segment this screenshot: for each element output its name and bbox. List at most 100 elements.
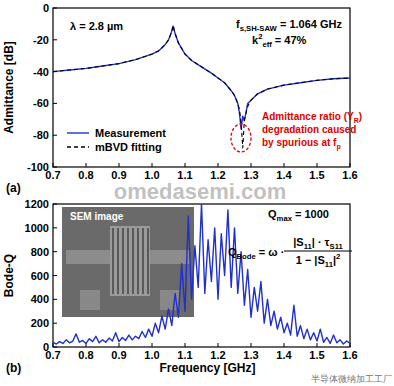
text-part: = ω · (256, 246, 285, 258)
x-tick-label: 0.9 (111, 169, 126, 181)
text-part: 0 (43, 341, 49, 353)
text-part: 1.3 (243, 349, 258, 361)
text-part: 400 (31, 293, 49, 305)
x-tick-label: 1.2 (210, 349, 225, 361)
x-tick (218, 163, 219, 167)
text-part: 0.9 (111, 169, 126, 181)
y-tick-label: 0 (43, 341, 49, 353)
x-tick (86, 163, 87, 167)
x-tick (284, 343, 285, 347)
text-part: 半导体微纳加工工厂 (311, 374, 392, 384)
x-tick-label: 1.6 (342, 169, 357, 181)
annotation: Qmax = 1000 (268, 208, 329, 223)
plot-frame (53, 204, 350, 347)
y-tick (53, 204, 57, 205)
x-tick-label: 1.1 (177, 169, 192, 181)
y-tick (53, 167, 57, 168)
text-part: Bode-Q (2, 254, 16, 297)
text-part: 0.8 (78, 349, 93, 361)
text-part: 1.4 (276, 349, 292, 361)
text-part: = 47% (272, 34, 307, 46)
text-part: λ = 2.8 µm (70, 20, 123, 32)
text-part: ) (359, 111, 362, 122)
y-tick-label: -100 (27, 161, 49, 173)
text-part: (a) (6, 181, 21, 195)
x-tick-label: 1.5 (309, 349, 324, 361)
annotation: λ = 2.8 µm (70, 20, 123, 32)
text-part: 1.0 (144, 169, 159, 181)
x-tick-label: 1.0 (144, 349, 159, 361)
plot-frame (53, 8, 350, 167)
x-tick (317, 343, 318, 347)
y-tick (53, 8, 57, 9)
text-part: S11 (330, 242, 344, 251)
text-part: 1.2 (210, 349, 225, 361)
text-part: |S (293, 236, 303, 248)
text-part: 1000 (25, 222, 49, 234)
y-tick-label: 200 (31, 317, 49, 329)
figure: omedasemi.com半导体微纳加工工厂0.70.80.91.01.11.2… (0, 0, 394, 386)
text-part: -40 (33, 66, 49, 78)
x-tick-label: 1.1 (177, 349, 192, 361)
text-part: 1.3 (243, 169, 258, 181)
panel-label: (b) (6, 361, 21, 375)
x-tick (119, 163, 120, 167)
y-tick-label: 400 (31, 293, 49, 305)
text-part: 0.8 (78, 169, 93, 181)
y-tick-label: -60 (33, 97, 49, 109)
text-part: 200 (31, 317, 49, 329)
y-tick (53, 299, 57, 300)
text-part: Admittance ratio (Y (262, 111, 354, 122)
y-tick-label: -40 (33, 66, 49, 78)
sem-idt (110, 226, 150, 296)
series-line (53, 204, 350, 344)
sem-finger (142, 228, 144, 294)
y-tick (53, 135, 57, 136)
x-tick-label: 1.3 (243, 349, 258, 361)
annotation: |S11| · τS11 (293, 236, 343, 251)
text-part: eff (262, 40, 272, 49)
x-tick (218, 343, 219, 347)
text-part: 0.9 (111, 349, 126, 361)
text-part: mBVD fitting (95, 141, 162, 153)
x-tick-label: 1.5 (309, 169, 324, 181)
y-tick (53, 251, 57, 252)
sem-finger (132, 228, 134, 294)
text-part: max (277, 214, 293, 223)
x-tick-label: 0.9 (111, 349, 126, 361)
text-part: 1 − |S (296, 254, 325, 266)
text-part: | · τ (312, 236, 330, 248)
text-part: 1200 (25, 198, 49, 210)
y-tick (53, 347, 57, 348)
x-tick (53, 343, 54, 347)
text-part: 1.6 (342, 169, 357, 181)
text-part: Frequency [GHz] (159, 361, 255, 375)
text-part: -100 (27, 161, 49, 173)
sem-finger (117, 228, 119, 294)
y-tick-label: -20 (33, 34, 49, 46)
x-tick (185, 163, 186, 167)
text-part: = 1.064 GHz (277, 18, 343, 30)
y-tick-label: 600 (31, 270, 49, 282)
y-tick-label: -80 (33, 129, 49, 141)
sem-finger (137, 228, 139, 294)
text-part: 1.6 (342, 349, 357, 361)
text-part: 0 (43, 2, 49, 14)
annotation: 1 − |S11|2 (296, 252, 341, 269)
text-part: 2 (336, 252, 340, 261)
text-part: -80 (33, 129, 49, 141)
annotation: fs,SH-SAW = 1.064 GHz (236, 18, 342, 33)
text-part: -60 (33, 97, 49, 109)
text-part: 600 (31, 270, 49, 282)
annotation: degradation caused (262, 124, 356, 135)
text-part: Bode (237, 252, 257, 261)
annotation: QBode = ω · (228, 246, 284, 261)
x-tick (251, 163, 252, 167)
sem-pad (80, 290, 100, 310)
y-tick-label: 800 (31, 246, 49, 258)
legend-swatch (67, 132, 89, 133)
annotation: k2eff = 47% (252, 32, 307, 49)
x-tick-label: 1.4 (276, 169, 292, 181)
y-tick (53, 103, 57, 104)
x-tick (185, 343, 186, 347)
